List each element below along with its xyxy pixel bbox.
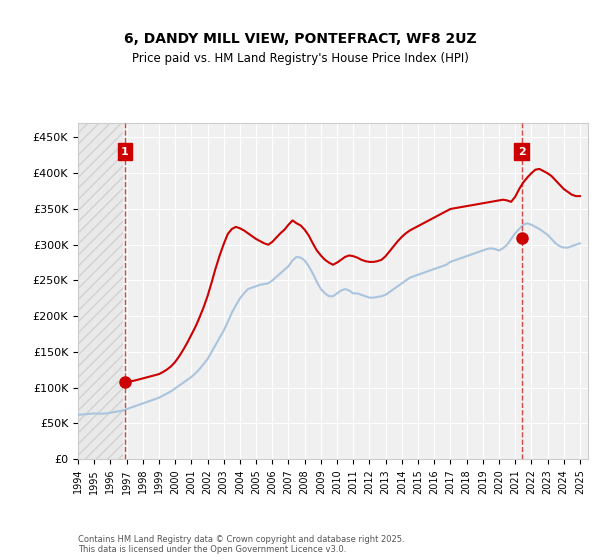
Bar [78,123,122,459]
Text: Price paid vs. HM Land Registry's House Price Index (HPI): Price paid vs. HM Land Registry's House … [131,52,469,66]
Text: 6, DANDY MILL VIEW, PONTEFRACT, WF8 2UZ: 6, DANDY MILL VIEW, PONTEFRACT, WF8 2UZ [124,32,476,46]
Text: 1: 1 [121,147,129,157]
Text: 2: 2 [518,147,526,157]
Text: Contains HM Land Registry data © Crown copyright and database right 2025.
This d: Contains HM Land Registry data © Crown c… [78,535,404,554]
